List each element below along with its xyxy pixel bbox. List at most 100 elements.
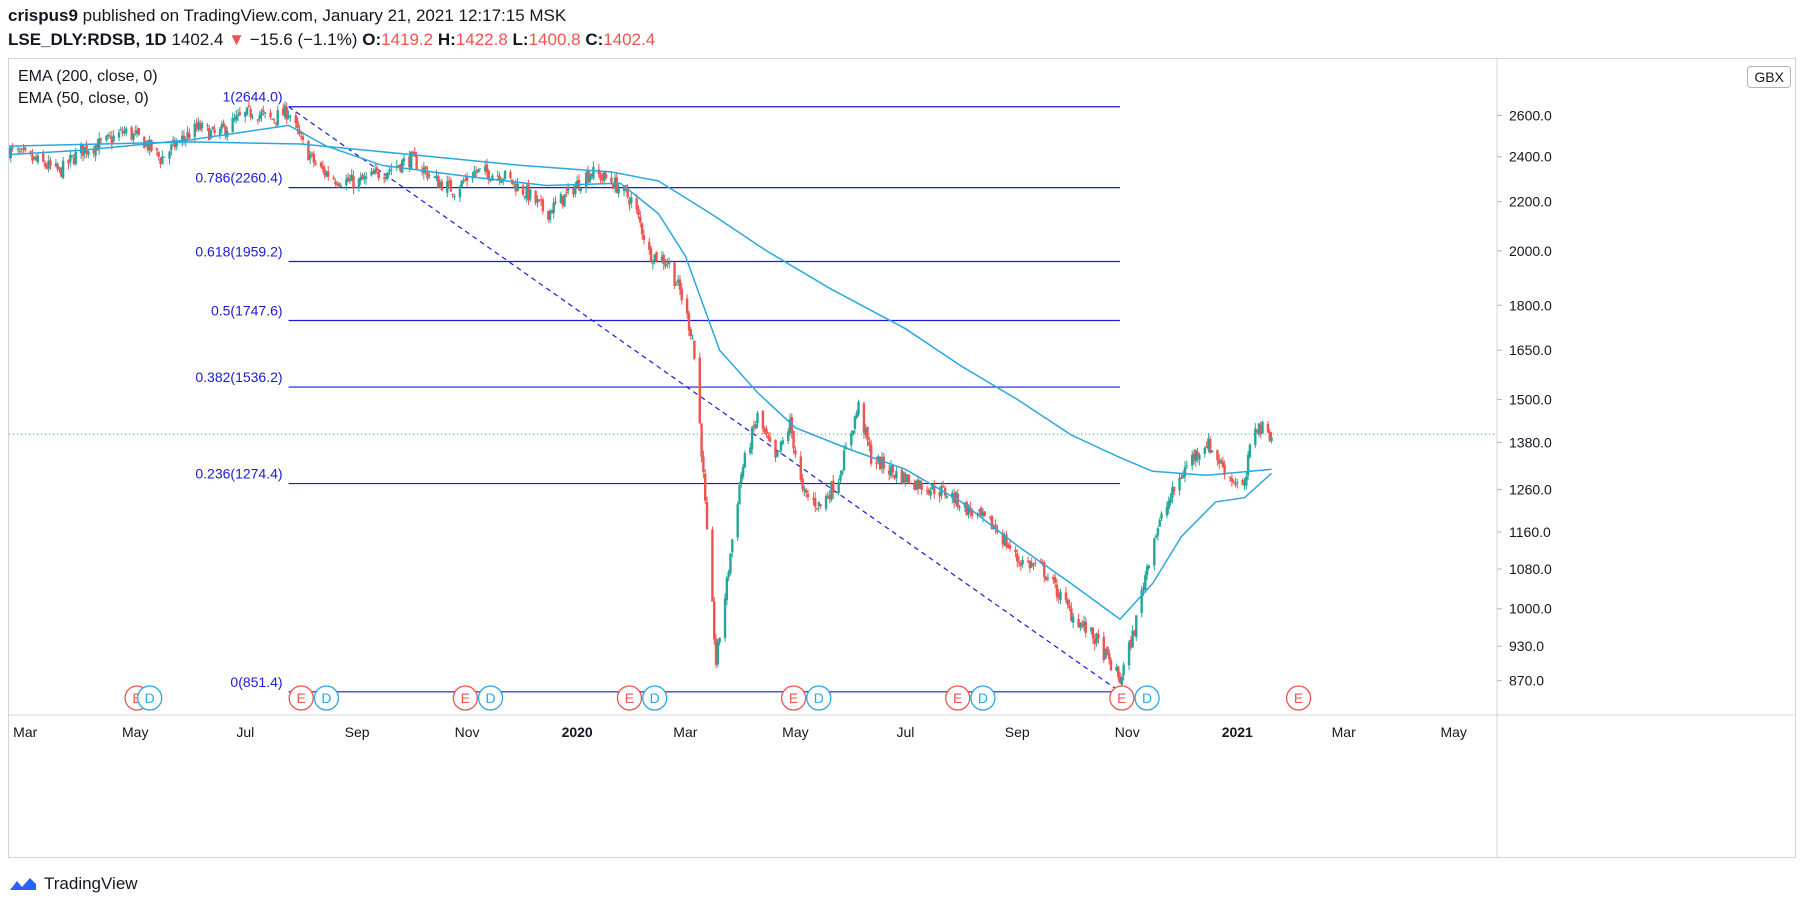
legend-ema200[interactable]: EMA (200, close, 0) [18, 68, 158, 85]
earnings-marker[interactable]: E [945, 685, 971, 711]
candle [554, 196, 557, 205]
candle-body [525, 186, 528, 199]
candle [245, 106, 249, 116]
price-chart[interactable]: 870.0 930.0 1000.0 1080.0 1160.0 1260.0 1380.0… [9, 59, 1795, 857]
candle [428, 172, 431, 180]
candle-body [792, 431, 795, 449]
candle [1165, 501, 1169, 519]
candle-body [584, 172, 588, 188]
candle-body [411, 152, 415, 154]
candle [819, 503, 822, 509]
candle [283, 101, 287, 120]
candle [1192, 449, 1196, 465]
candle [1228, 476, 1232, 482]
candle [915, 479, 918, 491]
earnings-marker[interactable]: E [1109, 685, 1135, 711]
y-tick-label: 1500.0 [1509, 391, 1552, 407]
candle [981, 508, 985, 523]
dividend-marker[interactable]: D [137, 685, 163, 711]
dividend-marker[interactable]: D [806, 685, 832, 711]
currency-badge[interactable]: GBX [1747, 66, 1791, 88]
candle-body [626, 188, 629, 198]
candle [691, 334, 694, 340]
candle-body [294, 115, 297, 123]
candle [170, 141, 173, 156]
candle-body [137, 128, 141, 135]
candle [1266, 421, 1270, 434]
x-tick-label: Nov [455, 724, 480, 740]
candle-body [433, 176, 436, 178]
candle [447, 176, 451, 187]
candle [552, 197, 555, 219]
candle [110, 131, 114, 150]
candle [1082, 615, 1086, 632]
candle [334, 178, 337, 187]
candle [148, 135, 151, 156]
earnings-marker[interactable]: E [452, 685, 478, 711]
candle [906, 473, 909, 484]
candle-body [336, 183, 339, 186]
candle-body [689, 329, 692, 337]
candle [628, 196, 631, 211]
author-name[interactable]: crispus9 [8, 6, 78, 25]
candle-body [1207, 438, 1210, 450]
candle [792, 430, 795, 454]
candle [198, 119, 202, 132]
candle-body [1117, 666, 1120, 678]
candle [887, 464, 891, 481]
event-label: E [1294, 690, 1303, 706]
candle-body [231, 117, 234, 133]
candle [173, 137, 177, 151]
candle-body [565, 191, 568, 193]
candle [60, 166, 63, 178]
earnings-marker[interactable]: E [780, 685, 807, 711]
candle [1131, 625, 1134, 648]
candle [327, 165, 330, 181]
candle [501, 177, 505, 186]
candle [233, 113, 236, 123]
candle [1109, 657, 1113, 672]
candle [1172, 486, 1176, 496]
symbol-label: LSE_DLY:RDSB, 1D [8, 30, 167, 49]
event-circle [288, 685, 314, 711]
candle-body [1192, 453, 1196, 459]
candle [372, 168, 375, 175]
candle [1118, 671, 1122, 684]
dividend-marker[interactable]: D [313, 685, 340, 711]
dividend-marker[interactable]: D [642, 685, 668, 711]
dividend-marker[interactable]: D [477, 685, 504, 711]
legend-ema50[interactable]: EMA (50, close, 0) [18, 90, 149, 107]
candle [768, 432, 772, 443]
candle-body [503, 170, 507, 179]
candle [702, 450, 705, 479]
candle-body [428, 175, 431, 177]
candle [249, 106, 252, 121]
candle [483, 160, 487, 176]
earnings-marker[interactable]: E [1285, 685, 1312, 711]
dividend-marker[interactable]: D [970, 685, 996, 711]
candle-body [1034, 562, 1037, 564]
candle [1089, 627, 1093, 635]
candle-body [743, 452, 747, 468]
candle-body [979, 507, 983, 516]
earnings-marker[interactable]: E [616, 685, 643, 711]
candle [1207, 433, 1210, 453]
candle-body [162, 156, 166, 158]
candle [786, 427, 790, 445]
candle [222, 119, 225, 128]
dividend-marker[interactable]: D [1134, 685, 1160, 711]
earnings-marker[interactable]: E [288, 685, 314, 711]
candle [256, 118, 260, 125]
candle-body [220, 124, 224, 129]
candle-body [878, 456, 882, 470]
candle-body [110, 137, 114, 144]
candle-body [1255, 430, 1259, 433]
candle-body [244, 111, 247, 117]
candle-body [357, 178, 361, 189]
candle-body [904, 473, 907, 483]
candle [1007, 542, 1010, 549]
candle [826, 491, 830, 499]
chart-frame[interactable]: 870.0 930.0 1000.0 1080.0 1160.0 1260.0 1380.0… [8, 58, 1796, 858]
fib-level-label: 1(2644.0) [223, 89, 283, 105]
candle-body [700, 423, 703, 457]
